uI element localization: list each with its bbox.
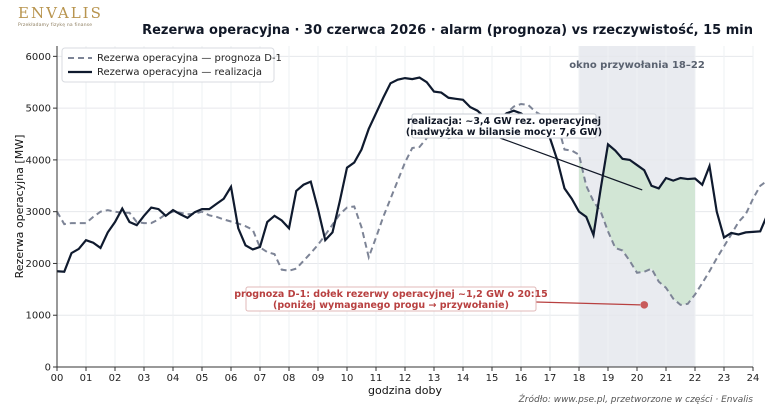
y-tick-label: 1000 xyxy=(26,311,51,322)
x-tick-label: 20 xyxy=(631,373,644,384)
legend-label-forecast: Rezerwa operacyjna — prognoza D-1 xyxy=(97,53,282,64)
x-axis-label: godzina doby xyxy=(368,384,442,397)
annotation-box-forecast xyxy=(245,286,537,312)
x-tick-label: 01 xyxy=(80,373,93,384)
x-tick-label: 16 xyxy=(515,373,528,384)
x-tick-label: 02 xyxy=(109,373,122,384)
annotation-text-actual-2: (nadwyżka w bilansie mocy: 7,6 GW) xyxy=(406,127,602,138)
x-tick-label: 07 xyxy=(254,373,267,384)
x-tick-label: 12 xyxy=(399,373,412,384)
x-tick-label: 05 xyxy=(196,373,209,384)
forecast-min-marker xyxy=(640,301,649,309)
surplus-fill-area xyxy=(579,144,695,305)
x-tick-label: 21 xyxy=(660,373,673,384)
x-tick-label: 13 xyxy=(428,373,441,384)
x-tick-label: 22 xyxy=(689,373,702,384)
legend-label-actual: Rezerwa operacyjna — realizacja xyxy=(97,67,262,78)
brand-tagline: Przekładamy fizykę na finanse xyxy=(18,23,93,28)
plot-area: 0 1000 2000 3000 4000 5000 6000 00 01 02 03 04 05 06 0… xyxy=(13,46,765,397)
x-tick-label: 06 xyxy=(225,373,238,384)
y-tick-label: 0 xyxy=(45,363,51,374)
x-tick-label: 18 xyxy=(573,373,586,384)
x-tick-label: 24 xyxy=(747,373,760,384)
recall-window-label: okno przywołania 18–22 xyxy=(569,60,705,71)
y-tick-label: 6000 xyxy=(26,52,51,63)
x-tick-label: 17 xyxy=(544,373,557,384)
annotation-arrow-forecast xyxy=(535,301,641,306)
brand-logo: ENVALIS Przekładamy fizykę na finanse xyxy=(18,4,103,28)
series-line-actual xyxy=(56,76,765,273)
x-tick-label: 09 xyxy=(312,373,325,384)
annotation-arrow-actual xyxy=(499,137,643,191)
x-tick-label: 15 xyxy=(486,373,499,384)
chart-title: Rezerwa operacyjna · 30 czerwca 2026 · a… xyxy=(142,23,753,38)
x-tick-label: 19 xyxy=(602,373,615,384)
annotation-text-actual-1: realizacja: ~3,4 GW rez. operacyjnej xyxy=(407,116,601,127)
annotation-box-actual xyxy=(411,113,597,139)
x-tick-label: 00 xyxy=(51,373,64,384)
y-tick-label: 2000 xyxy=(26,259,51,270)
y-tick-label: 4000 xyxy=(26,155,51,166)
y-tick-label: 3000 xyxy=(26,207,51,218)
y-tick-label: 5000 xyxy=(26,104,51,115)
annotation-text-forecast-1: prognoza D-1: dołek rezerwy operacyjnej … xyxy=(234,289,548,300)
source-note: Źródło: www.pse.pl, przetworzone w częśc… xyxy=(518,393,754,405)
legend-box xyxy=(61,47,275,83)
x-tick-label: 14 xyxy=(457,373,470,384)
y-axis-label: Rezerwa operacyjna [MW] xyxy=(13,135,26,279)
x-tick-label: 23 xyxy=(718,373,731,384)
x-tick-label: 04 xyxy=(167,373,180,384)
x-tick-label: 10 xyxy=(341,373,354,384)
x-tick-label: 11 xyxy=(370,373,383,384)
x-tick-label: 03 xyxy=(138,373,151,384)
brand-name: ENVALIS xyxy=(18,4,103,22)
x-tick-label: 08 xyxy=(283,373,296,384)
annotation-text-forecast-2: (poniżej wymaganego progu → przywołanie) xyxy=(273,300,509,311)
